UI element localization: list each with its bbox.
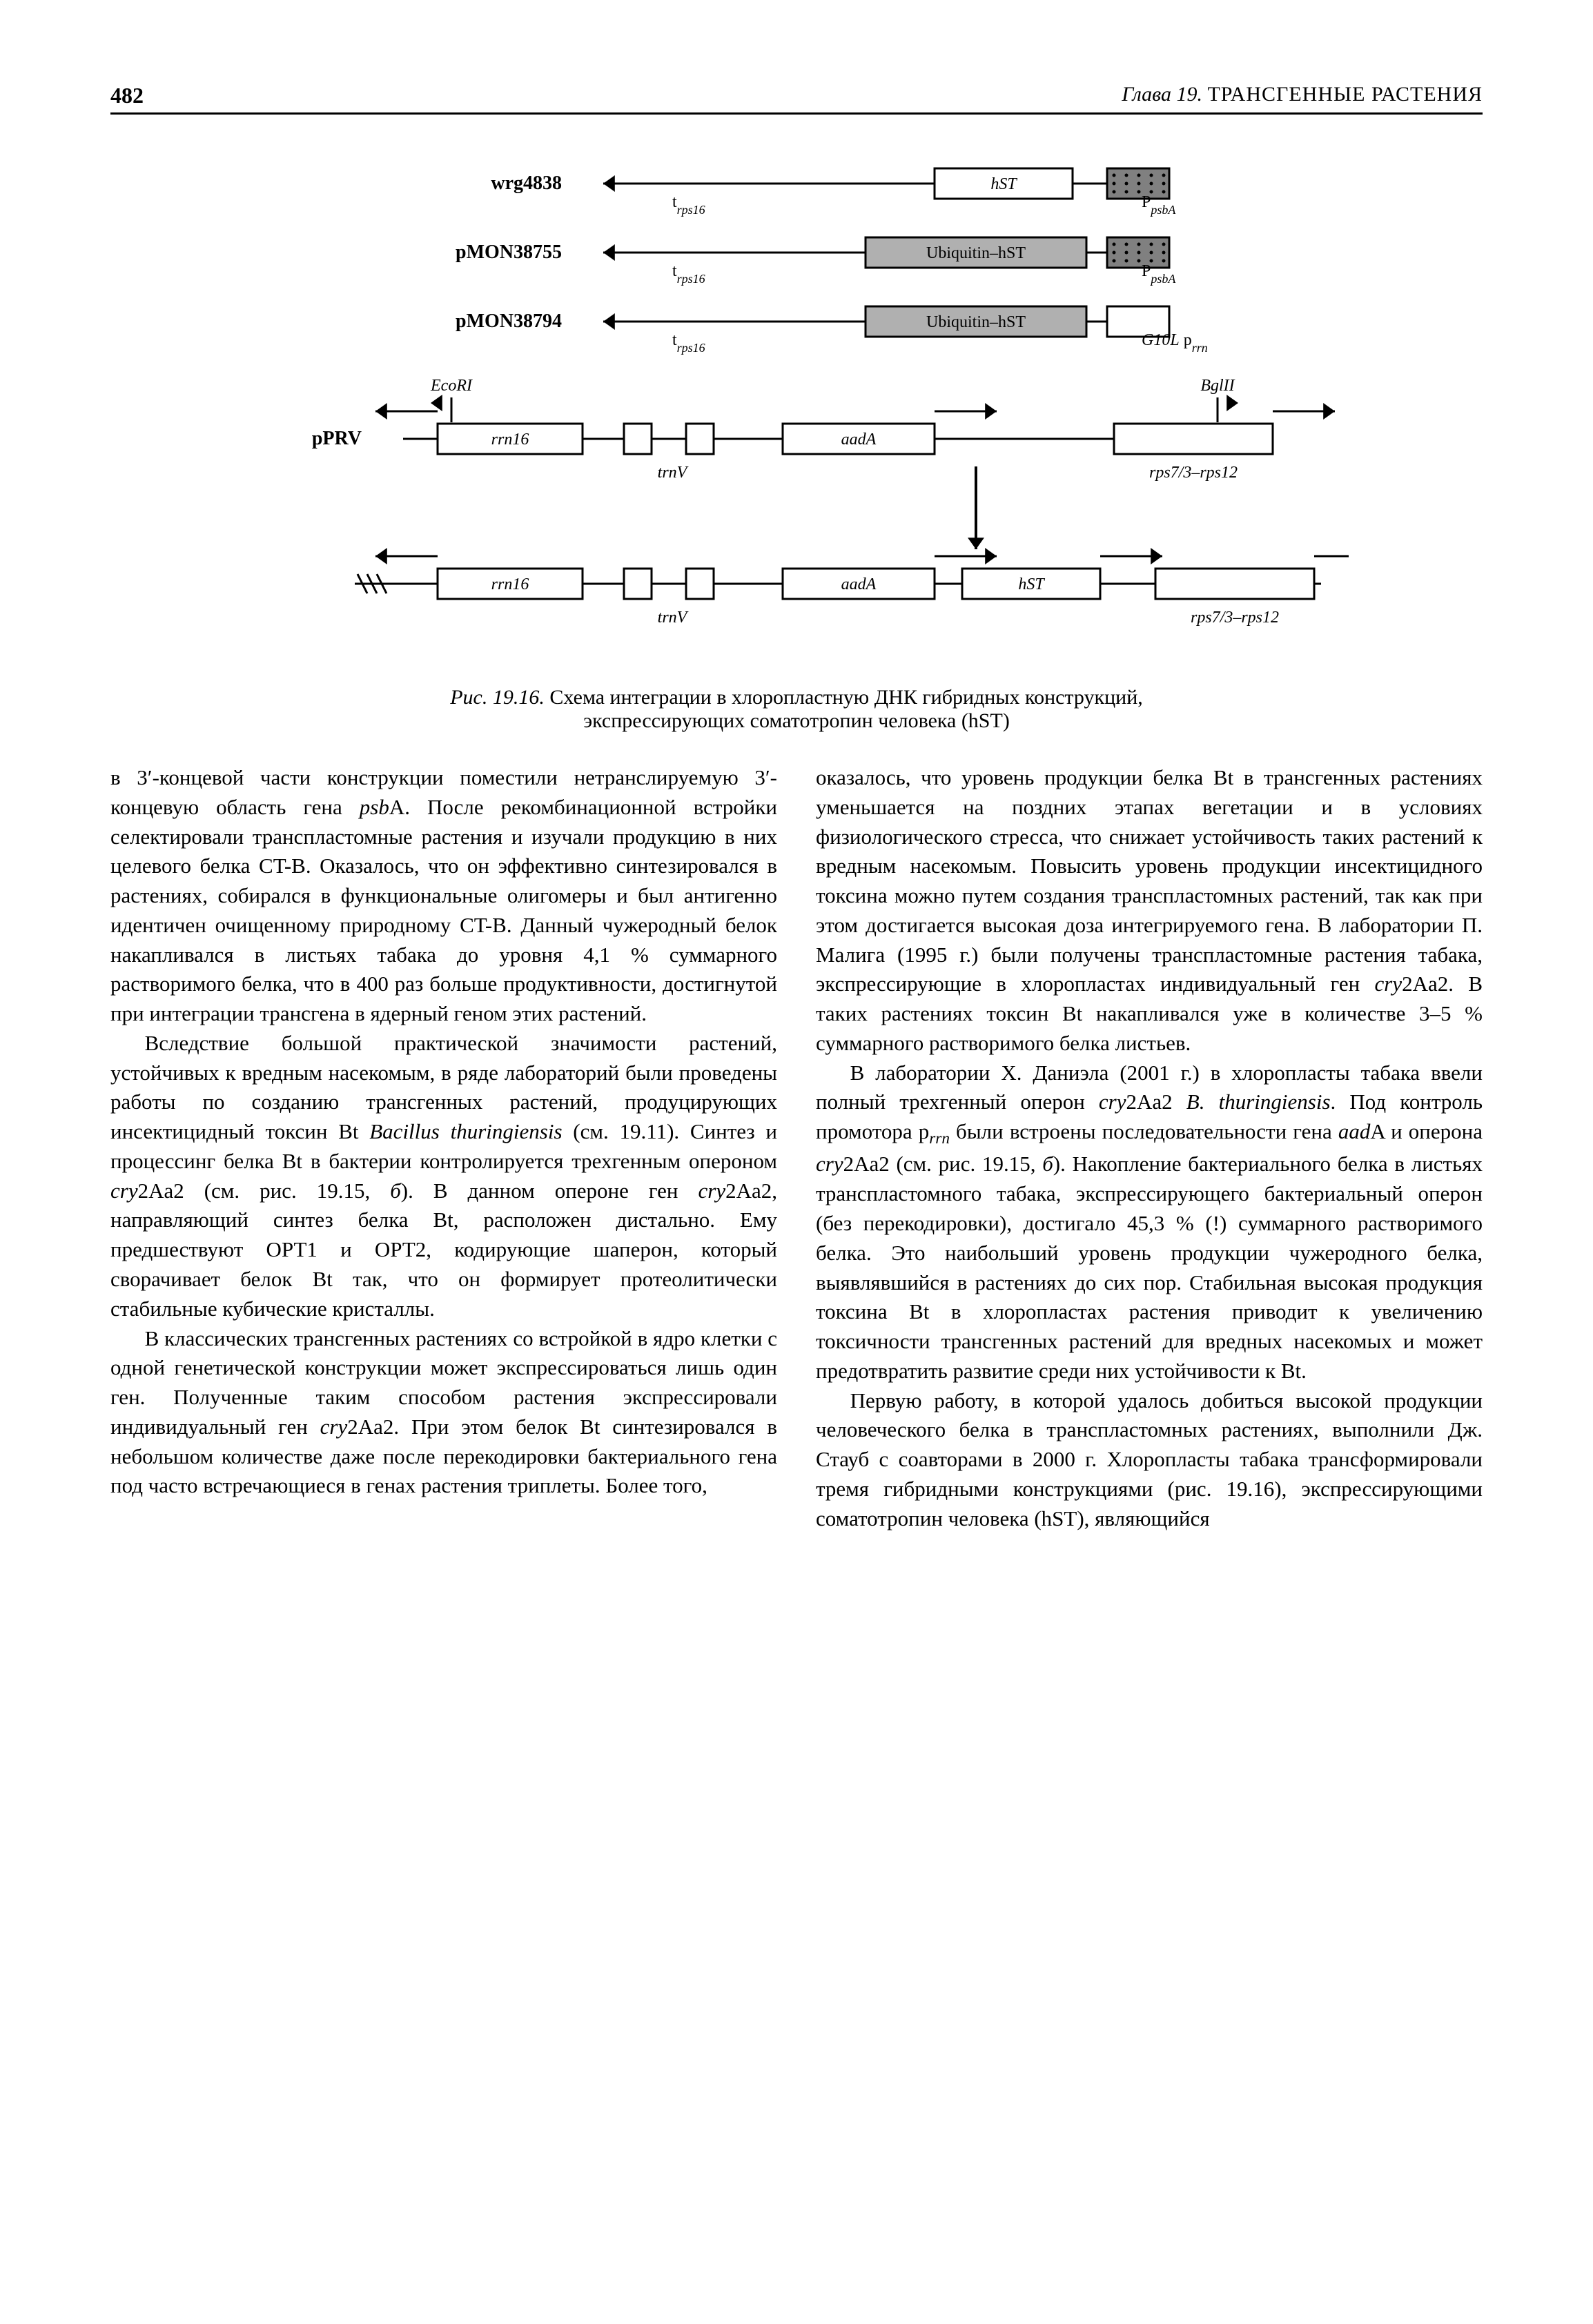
- svg-text:trnV: trnV: [658, 464, 689, 482]
- svg-text:hST: hST: [1018, 575, 1045, 593]
- figure-caption: Рис. 19.16. Схема интеграции в хлороплас…: [110, 686, 1483, 733]
- svg-text:pMON38794: pMON38794: [456, 311, 562, 332]
- body-paragraph: Вследствие большой практической значимос…: [110, 1029, 777, 1324]
- left-column: в 3′-концевой части конструкции поместил…: [110, 763, 777, 1533]
- figure-diagram: wrg4838trps16hSTPpsbApMON38755trps16Ubiq…: [244, 142, 1349, 667]
- svg-text:trps16: trps16: [672, 262, 705, 286]
- figure-caption-line1: Схема интеграции в хлоропластную ДНК гиб…: [549, 686, 1142, 709]
- chapter-heading: Глава 19. ТРАНСГЕННЫЕ РАСТЕНИЯ: [1122, 83, 1483, 108]
- figure-caption-line2: экспрессирующих соматотропин человека (h…: [583, 709, 1010, 732]
- body-paragraph: В классических трансгенных растениях со …: [110, 1324, 777, 1501]
- chapter-label: Глава 19.: [1122, 83, 1202, 106]
- svg-text:trnV: trnV: [658, 609, 689, 627]
- page-number: 482: [110, 83, 144, 108]
- body-paragraph: Первую работу, в которой удалось добитьс…: [816, 1386, 1483, 1534]
- body-columns: в 3′-концевой части конструкции поместил…: [110, 763, 1483, 1533]
- body-paragraph: В лаборатории Х. Даниэла (2001 г.) в хло…: [816, 1058, 1483, 1386]
- figure-label: Рис. 19.16.: [450, 686, 545, 709]
- body-paragraph: в 3′-концевой части конструкции поместил…: [110, 763, 777, 1029]
- svg-text:rps7/3–rps12: rps7/3–rps12: [1191, 609, 1279, 627]
- svg-text:pPRV: pPRV: [312, 428, 362, 449]
- svg-text:Ubiquitin–hST: Ubiquitin–hST: [926, 313, 1026, 331]
- right-column: оказалось, что уровень продукции белка B…: [816, 763, 1483, 1533]
- svg-text:rrn16: rrn16: [491, 431, 529, 449]
- svg-text:pMON38755: pMON38755: [456, 242, 562, 263]
- svg-text:rps7/3–rps12: rps7/3–rps12: [1149, 464, 1238, 482]
- svg-text:BglII: BglII: [1200, 377, 1235, 395]
- svg-text:trps16: trps16: [672, 193, 705, 217]
- chapter-title: ТРАНСГЕННЫЕ РАСТЕНИЯ: [1207, 83, 1483, 106]
- svg-text:aadA: aadA: [841, 575, 877, 593]
- svg-text:trps16: trps16: [672, 331, 705, 355]
- svg-text:hST: hST: [990, 175, 1017, 193]
- svg-text:rrn16: rrn16: [491, 575, 529, 593]
- svg-text:EcoRI: EcoRI: [430, 377, 473, 395]
- svg-text:wrg4838: wrg4838: [491, 173, 562, 194]
- svg-text:aadA: aadA: [841, 431, 877, 449]
- svg-text:G10L prrn: G10L prrn: [1142, 331, 1208, 355]
- body-paragraph: оказалось, что уровень продукции белка B…: [816, 763, 1483, 1058]
- svg-text:Ubiquitin–hST: Ubiquitin–hST: [926, 244, 1026, 262]
- page-header: 482 Глава 19. ТРАНСГЕННЫЕ РАСТЕНИЯ: [110, 83, 1483, 115]
